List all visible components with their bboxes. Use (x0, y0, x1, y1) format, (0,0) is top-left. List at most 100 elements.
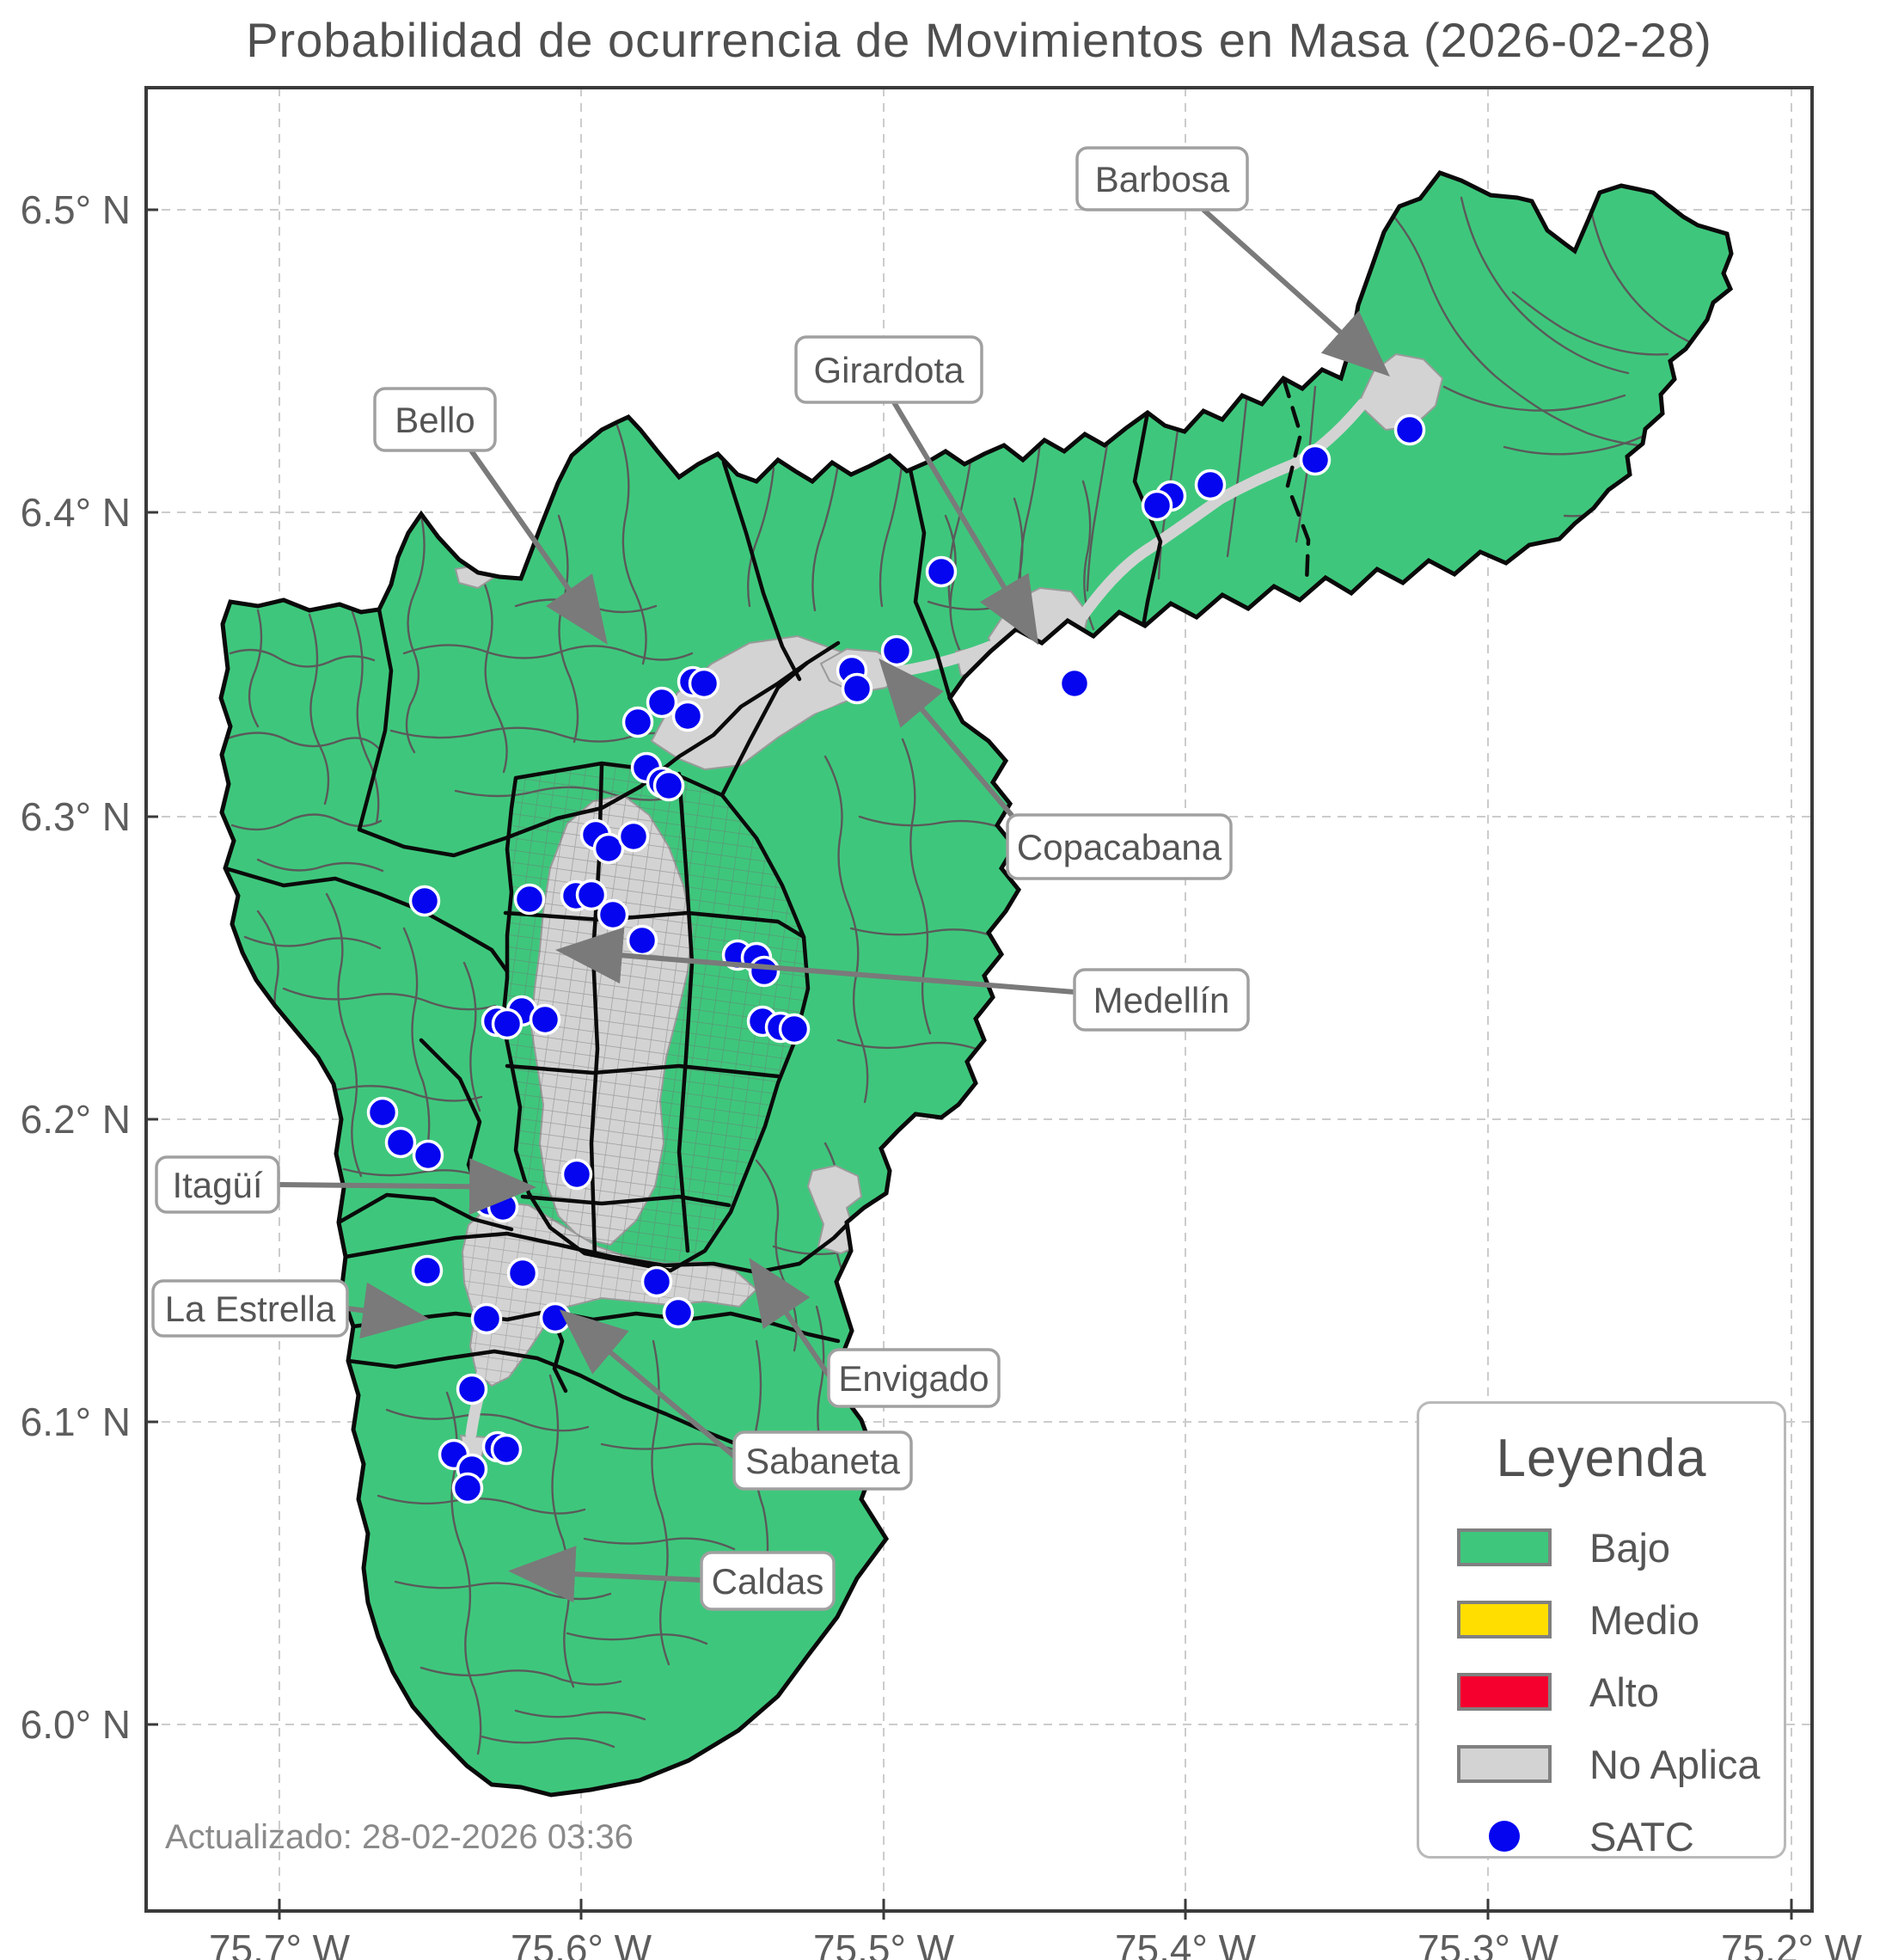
callout-box-itag (155, 1155, 280, 1214)
legend-swatch (1457, 1745, 1552, 1783)
callout-label-caldas: Caldas (712, 1561, 824, 1602)
legend-swatch (1457, 1601, 1552, 1638)
x-axis-labels: 75.7° W 75.6° W 75.5° W 75.4° W 75.3° W 75.2°… (209, 1926, 1863, 1960)
x-tick-label: 75.5° W (813, 1926, 955, 1960)
satc-dot (411, 1254, 444, 1287)
satc-dot (671, 700, 704, 732)
satc-dot (513, 883, 546, 916)
legend-swatch (1457, 1673, 1552, 1711)
callout-arrow-itag (278, 1158, 536, 1216)
plot-frame (144, 86, 1814, 1913)
region-outline-stroke (218, 170, 1734, 1798)
urban-mesh-south (462, 1202, 756, 1386)
legend-items: Bajo Medio Alto No Aplica SATC (1419, 1511, 1784, 1872)
satc-dot (880, 634, 913, 667)
satc-dot (487, 1191, 519, 1223)
callout-box-bello (373, 387, 497, 452)
callout-arrow-medelln (555, 927, 1075, 995)
satc-dot (1194, 469, 1227, 501)
x-tick-label: 75.4° W (1115, 1926, 1257, 1960)
x-tick-label: 75.3° W (1417, 1926, 1559, 1960)
y-axis-labels: 6.5° N 6.4° N 6.3° N 6.2° N 6.1° N 6.0° N (21, 187, 131, 1747)
y-tick-label: 6.4° N (21, 490, 131, 535)
satc-dot (1393, 413, 1426, 446)
callout-box-barbosa (1075, 146, 1249, 211)
satc-dot (662, 1296, 695, 1329)
legend-swatch (1457, 1528, 1552, 1566)
callout-label-envigado: Envigado (838, 1358, 989, 1399)
satc-dot (652, 769, 685, 802)
callout-arrow-caldas (508, 1546, 702, 1603)
callout-label-sabaneta: Sabaneta (745, 1441, 900, 1481)
satc-dot (491, 1008, 524, 1040)
legend-item-label: Alto (1589, 1669, 1659, 1715)
satc-dot (1058, 667, 1091, 700)
legend-row-bajo: Bajo (1419, 1511, 1784, 1583)
satc-dot (841, 672, 873, 705)
satc-dot (470, 1302, 503, 1335)
legend-item-label: SATC (1589, 1813, 1694, 1859)
satc-dot (451, 1472, 484, 1504)
callout-label-laestrella: La Estrella (165, 1289, 336, 1329)
satc-dot (640, 1265, 673, 1298)
figure-title: Probabilidad de ocurrencia de Movimiento… (246, 13, 1712, 67)
map-callouts: Barbosa Girardota Bello Copacabana Medellín I… (151, 146, 1390, 1611)
y-tick-label: 6.2° N (21, 1097, 131, 1142)
satc-dot (506, 1257, 539, 1289)
callout-label-medelln: Medellín (1093, 980, 1230, 1020)
callout-arrow-bello (468, 449, 608, 645)
satc-dot (539, 1302, 572, 1334)
legend-row-satc: SATC (1419, 1800, 1784, 1872)
updated-timestamp: Actualizado: 28-02-2026 03:36 (165, 1818, 634, 1856)
callout-label-copacabana: Copacabana (1017, 827, 1222, 867)
satc-dot (575, 879, 608, 911)
satc-dot (529, 1003, 561, 1036)
callout-box-laestrella (151, 1279, 349, 1338)
legend-row-alto: Alto (1419, 1656, 1784, 1728)
y-tick-label: 6.0° N (21, 1702, 131, 1747)
legend-item-label: No Aplica (1589, 1741, 1760, 1787)
callout-arrow-barbosa (1202, 207, 1390, 377)
legend-dot-wrap (1457, 1821, 1552, 1852)
callout-box-medelln (1073, 968, 1250, 1032)
callout-arrow-copacabana (879, 658, 1017, 820)
x-tick-label: 75.6° W (511, 1926, 652, 1960)
callout-box-sabaneta (732, 1430, 913, 1491)
callout-arrow-laestrella (346, 1282, 430, 1339)
legend-title: Leyenda (1496, 1429, 1707, 1488)
satc-dot (384, 1126, 417, 1159)
satc-dot (646, 686, 678, 719)
legend-row-noaplica: No Aplica (1419, 1728, 1784, 1800)
satc-dot (617, 820, 650, 853)
callout-arrow-girardota (891, 401, 1039, 646)
satc-dot (412, 1139, 444, 1172)
y-tick-label: 6.1° N (21, 1400, 131, 1444)
satc-dot-icon (1489, 1821, 1520, 1852)
callout-box-caldas (700, 1551, 836, 1611)
satc-dot (456, 1373, 488, 1406)
callout-arrow-envigado (749, 1258, 831, 1377)
callout-arrow-sabaneta (559, 1309, 736, 1459)
legend-item-label: Bajo (1589, 1524, 1671, 1571)
satc-dot (366, 1096, 399, 1129)
satc-dot (408, 885, 441, 917)
callout-box-envigado (827, 1348, 1001, 1408)
callout-label-itag: Itagüí (172, 1165, 262, 1205)
callout-label-bello: Bello (395, 400, 475, 440)
satc-dot (626, 924, 658, 957)
satc-dot (621, 706, 654, 738)
axis-ticks (146, 208, 1793, 1920)
satc-dot (748, 955, 781, 988)
x-tick-label: 75.7° W (209, 1926, 351, 1960)
satc-dot (688, 667, 720, 700)
satc-dot (1299, 444, 1332, 476)
satc-dot (597, 898, 629, 931)
satc-dot (592, 832, 625, 865)
satc-dot (560, 1158, 593, 1191)
callout-box-copacabana (1006, 813, 1233, 880)
satc-dot (925, 555, 958, 588)
legend-row-medio: Medio (1419, 1583, 1784, 1656)
y-tick-label: 6.5° N (21, 187, 131, 232)
